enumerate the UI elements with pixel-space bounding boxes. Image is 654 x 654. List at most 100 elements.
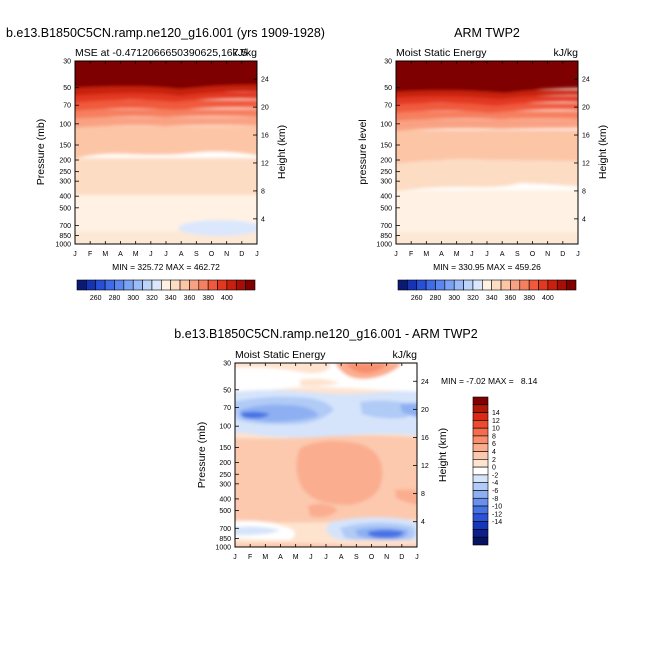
- colorbar-swatch: [482, 279, 492, 291]
- colorbar-swatch: [472, 420, 489, 429]
- colorbar-label: -14: [492, 519, 502, 526]
- colorbar-label: 10: [492, 426, 500, 433]
- colorbar-label: 4: [492, 449, 496, 456]
- colorbar-label: 320: [467, 295, 479, 302]
- x-tick-label: J: [470, 251, 474, 258]
- panel-diff-subtitle: Moist Static Energy: [235, 349, 326, 361]
- colorbar-swatch: [235, 279, 246, 291]
- x-tick-label: A: [118, 251, 123, 258]
- colorbar-swatch: [566, 279, 577, 291]
- x-tick-label: A: [439, 251, 444, 258]
- y-tick-label: 500: [380, 205, 392, 212]
- colorbar-label: 340: [486, 295, 498, 302]
- x-tick-label: M: [423, 251, 429, 258]
- y-tick-label: 850: [219, 536, 231, 543]
- y-tick-label: 70: [63, 103, 71, 110]
- y-right-tick-label: 8: [421, 491, 425, 498]
- x-tick-label: F: [409, 251, 413, 258]
- colorbar-swatch: [76, 279, 87, 291]
- colorbar-label: 340: [165, 295, 177, 302]
- y-tick-label: 150: [59, 142, 71, 149]
- panel-model-title: b.e13.B1850C5CN.ramp.ne120_g16.001 (yrs …: [6, 26, 325, 40]
- colorbar-swatch: [472, 396, 489, 406]
- panel-obs-stats: MIN = 330.95 MAX = 459.26: [433, 262, 541, 272]
- y-right-tick-label: 24: [261, 77, 269, 84]
- x-tick-label: M: [133, 251, 139, 258]
- x-tick-label: J: [309, 554, 313, 561]
- colorbar-swatch: [198, 279, 209, 291]
- colorbar-swatch: [416, 279, 427, 291]
- colorbar-label: 400: [542, 295, 554, 302]
- colorbar-swatch: [407, 279, 418, 291]
- colorbar-swatch: [189, 279, 200, 291]
- panel-model-stats: MIN = 325.72 MAX = 462.72: [112, 262, 220, 272]
- x-tick-label: F: [248, 554, 252, 561]
- colorbar-label: 8: [492, 433, 496, 440]
- colorbar-swatch: [472, 505, 489, 515]
- y-right-tick-label: 12: [261, 160, 269, 167]
- y-tick-label: 30: [384, 59, 392, 66]
- colorbar-swatch: [179, 279, 190, 291]
- colorbar-swatch: [538, 279, 549, 291]
- y-tick-label: 850: [380, 233, 392, 240]
- colorbar-swatch: [207, 279, 218, 291]
- colorbar-label: 14: [492, 410, 500, 417]
- colorbar-swatch: [95, 279, 106, 291]
- x-tick-label: O: [209, 251, 215, 258]
- y-tick-label: 300: [380, 179, 392, 186]
- colorbar-swatch: [472, 404, 489, 413]
- colorbar-swatch: [472, 466, 489, 476]
- colorbar-swatch: [123, 279, 134, 291]
- colorbar-swatch: [226, 279, 237, 291]
- colorbar-swatch: [161, 279, 171, 291]
- x-tick-label: S: [354, 554, 359, 561]
- colorbar-swatch: [114, 279, 125, 291]
- y-tick-label: 100: [380, 121, 392, 128]
- x-tick-label: M: [102, 251, 108, 258]
- colorbar-label: 360: [505, 295, 517, 302]
- y-right-tick-label: 20: [582, 105, 590, 112]
- y-tick-label: 1000: [215, 545, 231, 552]
- colorbar-swatch: [472, 427, 489, 437]
- panel-obs-ylabel: pressure level: [357, 119, 369, 184]
- colorbar-label: 320: [146, 295, 158, 302]
- x-tick-label: N: [545, 251, 550, 258]
- colorbar-swatch: [472, 459, 489, 468]
- panel-diff-ylabel-right: Height (km): [437, 428, 449, 482]
- x-tick-label: D: [239, 251, 244, 258]
- x-tick-label: A: [179, 251, 184, 258]
- y-tick-label: 700: [219, 526, 231, 533]
- colorbar-label: 380: [202, 295, 214, 302]
- colorbar-label: 6: [492, 441, 496, 448]
- y-tick-label: 150: [219, 445, 231, 452]
- colorbar-swatch: [435, 279, 446, 291]
- x-tick-label: N: [224, 251, 229, 258]
- colorbar-label: 300: [448, 295, 460, 302]
- y-tick-label: 500: [219, 508, 231, 515]
- x-tick-label: A: [278, 554, 283, 561]
- y-tick-label: 1000: [55, 242, 71, 249]
- y-tick-label: 150: [380, 142, 392, 149]
- colorbar-label: -2: [492, 472, 498, 479]
- colorbar-swatch: [472, 482, 489, 491]
- x-tick-label: O: [530, 251, 536, 258]
- y-right-tick-label: 4: [261, 216, 265, 223]
- colorbar-label: 12: [492, 418, 500, 425]
- y-tick-label: 700: [380, 223, 392, 230]
- colorbar-label: 380: [523, 295, 535, 302]
- colorbar-swatch: [472, 497, 489, 507]
- y-tick-label: 100: [59, 121, 71, 128]
- x-tick-label: J: [164, 251, 168, 258]
- x-tick-label: J: [73, 251, 77, 258]
- x-tick-label: M: [262, 554, 268, 561]
- panel-obs-units: kJ/kg: [553, 47, 578, 59]
- x-tick-label: M: [293, 554, 299, 561]
- panel-diff: b.e13.B1850C5CN.ramp.ne120_g16.001 - ARM…: [174, 327, 537, 561]
- colorbar-swatch: [217, 279, 228, 291]
- colorbar-label: 260: [411, 295, 423, 302]
- y-right-tick-label: 20: [421, 407, 429, 414]
- panel-obs-title: ARM TWP2: [454, 26, 520, 40]
- colorbar-swatch: [472, 435, 489, 445]
- panel-model-ylabel-right: Height (km): [276, 125, 288, 179]
